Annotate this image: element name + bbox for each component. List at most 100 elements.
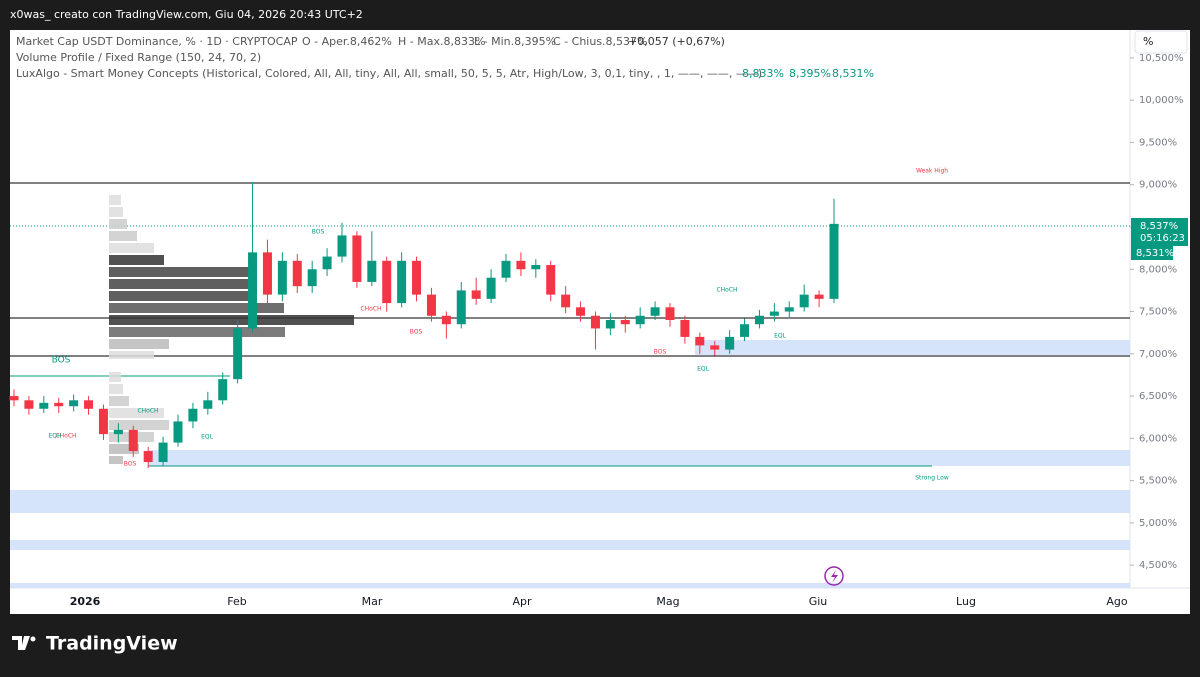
- plot: 4,500% 5,000% 5,500% 6,000% 6,500% 7,000% 7,50…: [9, 53, 1184, 608]
- candle-body: [725, 336, 735, 350]
- candle-body: [367, 260, 377, 282]
- event-icon[interactable]: [824, 566, 844, 586]
- smc-label: Strong Low: [915, 475, 949, 482]
- candle-body: [203, 400, 213, 409]
- candle-body: [69, 400, 79, 407]
- candle-body: [740, 324, 750, 337]
- candle-body: [158, 442, 168, 463]
- smc-label: BOS: [124, 461, 137, 468]
- scale-button[interactable]: [1134, 30, 1188, 54]
- candle-body: [98, 408, 108, 435]
- candle-body: [277, 260, 287, 295]
- x-tick-label: Giu: [809, 595, 828, 608]
- price-label-box: [1131, 218, 1188, 246]
- logo-mark: [12, 636, 30, 650]
- logo-dot: [30, 636, 36, 642]
- smc-label: Weak High: [916, 168, 948, 175]
- smc-label: EQL: [201, 434, 214, 441]
- smc-label: CHoCH: [716, 287, 737, 294]
- legend-open: O - Aper.8,462%: [302, 35, 392, 48]
- candle-body: [680, 319, 690, 337]
- smc-label: BOS: [312, 229, 325, 236]
- smc-label: BOS: [52, 356, 71, 366]
- indicator-label-box: [1131, 246, 1173, 260]
- candle-body: [546, 265, 556, 295]
- candle-body: [695, 336, 705, 346]
- candle-body: [9, 396, 19, 401]
- brand: TradingView: [46, 633, 178, 655]
- candle-body: [397, 260, 407, 304]
- candle-body: [233, 328, 243, 380]
- y-tick-label: 7,500%: [1139, 307, 1177, 318]
- candle-body: [799, 294, 809, 308]
- x-tick-label: Apr: [512, 595, 532, 608]
- scale-button-label[interactable]: %: [1143, 35, 1153, 48]
- candle-body: [24, 400, 34, 409]
- candle-body: [561, 294, 571, 308]
- legend-low: L - Min.8,395%: [474, 35, 556, 48]
- candle-body: [769, 311, 779, 316]
- price-label: 8,537%: [1140, 221, 1178, 232]
- smc-label: BOS: [410, 329, 423, 336]
- candle-body: [128, 429, 138, 452]
- candle-body: [635, 315, 645, 325]
- smc-label: CHoCH: [137, 408, 158, 415]
- candle-body: [218, 379, 228, 401]
- x-tick-label: Ago: [1106, 595, 1128, 608]
- candle-body: [501, 260, 511, 278]
- candle-body: [486, 277, 496, 299]
- candle-body: [337, 235, 347, 257]
- zone: [695, 340, 1130, 355]
- zone: [10, 490, 1130, 513]
- event-icon-bolt: [831, 570, 838, 583]
- y-tick-label: 8,000%: [1139, 264, 1177, 275]
- indicator-value: 8,531%: [832, 67, 874, 80]
- candle-body: [754, 315, 764, 325]
- caption: x0was_ creato con TradingView.com, Giu 0…: [10, 8, 363, 21]
- indicator-label: 8,531%: [1136, 248, 1174, 259]
- candle-body: [829, 223, 839, 299]
- smc-label: EQL: [697, 366, 710, 373]
- candle-body: [173, 421, 183, 443]
- y-tick-label: 10,500%: [1139, 53, 1184, 64]
- x-tick-label: 2026: [70, 595, 101, 608]
- y-tick-label: 6,000%: [1139, 433, 1177, 444]
- legend-indicator: LuxAlgo - Smart Money Concepts (Historic…: [16, 67, 762, 80]
- candle-body: [262, 252, 272, 295]
- x-tick-label: Feb: [227, 595, 246, 608]
- legend-symbol: Market Cap USDT Dominance, % · 1D · CRYP…: [16, 35, 298, 48]
- legend-high: H - Max.8,833%: [398, 35, 485, 48]
- candle-body: [412, 260, 422, 295]
- candle-body: [814, 294, 824, 299]
- candle-body: [576, 307, 586, 316]
- candle-body: [665, 307, 675, 320]
- legend-volume-profile: Volume Profile / Fixed Range (150, 24, 7…: [16, 51, 261, 64]
- candle-body: [248, 252, 258, 329]
- candle-body: [456, 290, 466, 325]
- candle-body: [531, 265, 541, 270]
- candle-body: [352, 235, 362, 282]
- candle-body: [650, 307, 660, 316]
- x-tick-label: Mag: [656, 595, 679, 608]
- candle-body: [516, 260, 526, 270]
- y-tick-label: 7,000%: [1139, 349, 1177, 360]
- candle-body: [620, 319, 630, 325]
- candle-body: [426, 294, 436, 316]
- candle-body: [113, 429, 123, 435]
- smc-label: CHoCH: [360, 306, 381, 313]
- y-tick-label: 6,500%: [1139, 391, 1177, 402]
- y-tick-label: 5,500%: [1139, 476, 1177, 487]
- smc-label: EQL: [774, 333, 787, 340]
- x-tick-label: Lug: [956, 595, 976, 608]
- y-tick-label: 5,000%: [1139, 518, 1177, 529]
- indicator-value: 8,833%: [742, 67, 784, 80]
- smc-label: EQH: [48, 433, 61, 440]
- candle-body: [605, 319, 615, 329]
- y-tick-label: 9,500%: [1139, 137, 1177, 148]
- legend-close: C - Chius.8,537%: [553, 35, 648, 48]
- y-tick-label: 4,500%: [1139, 560, 1177, 571]
- indicator-value: 8,395%: [789, 67, 831, 80]
- candle-body: [441, 315, 451, 325]
